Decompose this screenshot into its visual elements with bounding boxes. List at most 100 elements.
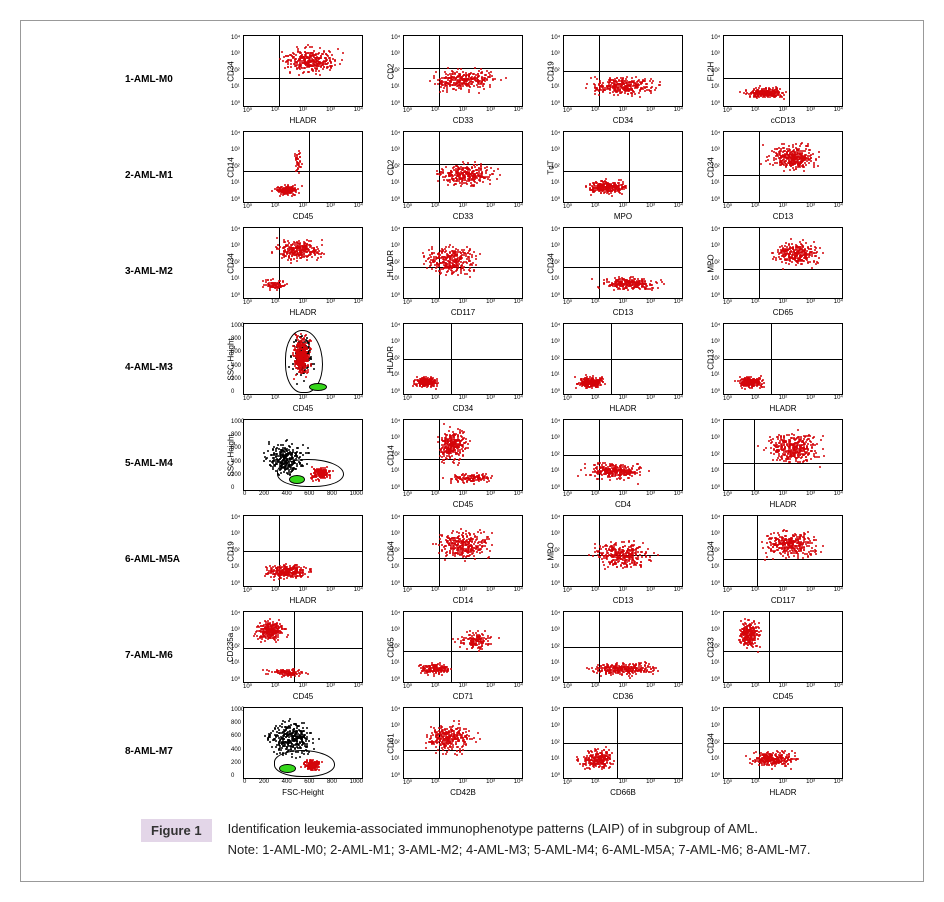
x-axis-label: CD33 — [403, 212, 523, 221]
y-axis-label: CD34 — [703, 707, 719, 779]
row-label: 6-AML-M5A — [121, 511, 221, 607]
x-axis-label: CD13 — [563, 596, 683, 605]
x-axis-label: HLADR — [723, 788, 843, 797]
y-axis-label: CD19 — [223, 515, 239, 587]
scatter-plot: 10⁰10¹10²10³10⁴10⁰10¹10²10³10⁴HLADR — [541, 319, 701, 415]
scatter-plot: 10⁰10¹10²10³10⁴10⁰10¹10²10³10⁴CD66B — [541, 703, 701, 799]
y-axis-label: CD14 — [383, 419, 399, 491]
x-axis-label: CD34 — [403, 404, 523, 413]
x-axis-label: CD45 — [403, 500, 523, 509]
x-axis-label: CD36 — [563, 692, 683, 701]
y-axis-label: CD65 — [383, 611, 399, 683]
scatter-plot: 0200400600800100002004006008001000FSC-He… — [221, 703, 381, 799]
scatter-plot: 10⁰10¹10²10³10⁴10⁰10¹10²10³10⁴CD45CD14 — [381, 415, 541, 511]
y-axis-label: HLADR — [383, 227, 399, 299]
scatter-plot: 10⁰10¹10²10³10⁴10⁰10¹10²10³10⁴CD117HLADR — [381, 223, 541, 319]
y-axis-label: CD34 — [703, 515, 719, 587]
y-axis-label: CD19 — [543, 35, 559, 107]
scatter-plot: 10⁰10¹10²10³10⁴10⁰10¹10²10³10⁴CD45CD14 — [221, 127, 381, 223]
scatter-plot: 10⁰10¹10²10³10⁴10⁰10¹10²10³10⁴CD45CD235a — [221, 607, 381, 703]
caption-text: Identification leukemia-associated immun… — [228, 819, 811, 861]
y-axis-label: HLADR — [383, 323, 399, 395]
scatter-plot: 10⁰10¹10²10³10⁴10⁰10¹10²10³10⁴HLADRCD34 — [221, 31, 381, 127]
scatter-plot: 10⁰10¹10²10³10⁴10⁰10¹10²10³10⁴CD14CD64 — [381, 511, 541, 607]
y-axis-label: TdT — [543, 131, 559, 203]
y-axis-label: CD235a — [223, 611, 239, 683]
scatter-plot: 10⁰10¹10²10³10⁴10⁰10¹10²10³10⁴CD13CD34 — [701, 127, 861, 223]
y-axis-label: SSC-Height — [223, 419, 239, 491]
y-axis-label: CD33 — [703, 611, 719, 683]
x-axis-label: CD117 — [403, 308, 523, 317]
x-axis-label: HLADR — [563, 404, 683, 413]
y-axis-label — [703, 419, 719, 491]
row-label: 4-AML-M3 — [121, 319, 221, 415]
y-axis-label — [223, 707, 239, 779]
x-axis-label: CD45 — [243, 212, 363, 221]
row-label: 3-AML-M2 — [121, 223, 221, 319]
x-axis-label: HLADR — [723, 500, 843, 509]
scatter-plot: 10⁰10¹10²10³10⁴10⁰10¹10²10³10⁴CD33CD2 — [381, 31, 541, 127]
caption-line2: Note: 1-AML-M0; 2-AML-M1; 3-AML-M2; 4-AM… — [228, 840, 811, 861]
x-axis-label: CD13 — [563, 308, 683, 317]
plots-grid: 1-AML-M010⁰10¹10²10³10⁴10⁰10¹10²10³10⁴HL… — [121, 31, 913, 799]
scatter-plot: 10⁰10¹10²10³10⁴10⁰10¹10²10³10⁴CD117CD34 — [701, 511, 861, 607]
figure-container: 1-AML-M010⁰10¹10²10³10⁴10⁰10¹10²10³10⁴HL… — [20, 20, 924, 882]
x-axis-label: HLADR — [243, 596, 363, 605]
x-axis-label: CD71 — [403, 692, 523, 701]
scatter-plot: 10⁰10¹10²10³10⁴10⁰10¹10²10³10⁴CD34HLADR — [381, 319, 541, 415]
x-axis-label: CD33 — [403, 116, 523, 125]
row-label: 7-AML-M6 — [121, 607, 221, 703]
scatter-plot: 10⁰10¹10²10³10⁴10⁰10¹10²10³10⁴CD13MPO — [541, 511, 701, 607]
scatter-plot: 10⁰10¹10²10³10⁴10⁰10¹10²10³10⁴CD65MPO — [701, 223, 861, 319]
y-axis-label — [543, 707, 559, 779]
y-axis-label — [543, 419, 559, 491]
scatter-plot: 10⁰10¹10²10³10⁴10⁰10¹10²10³10⁴HLADRCD34 — [701, 703, 861, 799]
y-axis-label: CD34 — [703, 131, 719, 203]
y-axis-label: CD2 — [383, 35, 399, 107]
x-axis-label: CD45 — [243, 692, 363, 701]
x-axis-label: CD13 — [723, 212, 843, 221]
scatter-plot: 10⁰10¹10²10³10⁴10⁰10¹10²10³10⁴CD45CD33 — [701, 607, 861, 703]
row-label: 2-AML-M1 — [121, 127, 221, 223]
scatter-plot: 10⁰10¹10²10³10⁴02004006008001000CD45SSC-… — [221, 319, 381, 415]
scatter-plot: 10⁰10¹10²10³10⁴10⁰10¹10²10³10⁴MPOTdT — [541, 127, 701, 223]
y-axis-label: CD61 — [383, 707, 399, 779]
figure-label: Figure 1 — [141, 819, 212, 842]
figure-caption: Figure 1 Identification leukemia-associa… — [121, 819, 913, 861]
x-axis-label: CD117 — [723, 596, 843, 605]
scatter-plot: 10⁰10¹10²10³10⁴10⁰10¹10²10³10⁴HLADRCD19 — [221, 511, 381, 607]
y-axis-label: CD14 — [223, 131, 239, 203]
x-axis-label: HLADR — [723, 404, 843, 413]
scatter-plot: 10⁰10¹10²10³10⁴10⁰10¹10²10³10⁴CD42BCD61 — [381, 703, 541, 799]
scatter-plot: 10⁰10¹10²10³10⁴10⁰10¹10²10³10⁴HLADRCD13 — [701, 319, 861, 415]
scatter-plot: 10⁰10¹10²10³10⁴10⁰10¹10²10³10⁴CD34CD19 — [541, 31, 701, 127]
x-axis-label: CD42B — [403, 788, 523, 797]
x-axis-label: HLADR — [243, 308, 363, 317]
row-label: 8-AML-M7 — [121, 703, 221, 799]
y-axis-label: CD34 — [543, 227, 559, 299]
scatter-plot: 10⁰10¹10²10³10⁴10⁰10¹10²10³10⁴CD33CD2 — [381, 127, 541, 223]
row-label: 1-AML-M0 — [121, 31, 221, 127]
y-axis-label: CD64 — [383, 515, 399, 587]
y-axis-label: SSC-Height — [223, 323, 239, 395]
scatter-plot: 10⁰10¹10²10³10⁴10⁰10¹10²10³10⁴CD71CD65 — [381, 607, 541, 703]
scatter-plot: 0200400600800100002004006008001000SSC-He… — [221, 415, 381, 511]
y-axis-label: MPO — [703, 227, 719, 299]
x-axis-label: CD34 — [563, 116, 683, 125]
scatter-plot: 10⁰10¹10²10³10⁴10⁰10¹10²10³10⁴cCD13FL2H — [701, 31, 861, 127]
scatter-plot: 10⁰10¹10²10³10⁴10⁰10¹10²10³10⁴CD4 — [541, 415, 701, 511]
x-axis-label: HLADR — [243, 116, 363, 125]
y-axis-label — [543, 611, 559, 683]
scatter-plot: 10⁰10¹10²10³10⁴10⁰10¹10²10³10⁴HLADRCD34 — [221, 223, 381, 319]
y-axis-label: CD13 — [703, 323, 719, 395]
scatter-plot: 10⁰10¹10²10³10⁴10⁰10¹10²10³10⁴CD36 — [541, 607, 701, 703]
y-axis-label: MPO — [543, 515, 559, 587]
x-axis-label: CD45 — [723, 692, 843, 701]
y-axis-label: CD34 — [223, 35, 239, 107]
x-axis-label: cCD13 — [723, 116, 843, 125]
row-label: 5-AML-M4 — [121, 415, 221, 511]
y-axis-label — [543, 323, 559, 395]
x-axis-label: MPO — [563, 212, 683, 221]
y-axis-label: CD2 — [383, 131, 399, 203]
x-axis-label: CD45 — [243, 404, 363, 413]
